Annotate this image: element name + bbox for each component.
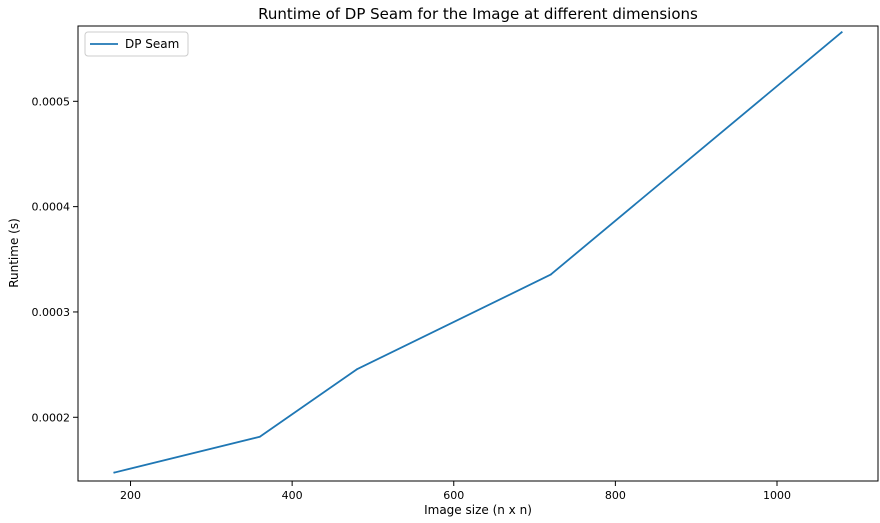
data-point [549,273,552,276]
y-axis: 0.0002 0.0003 0.0004 0.0005 [32,95,78,424]
x-axis-label: Image size (n x n) [424,503,532,517]
legend-label-dp-seam: DP Seam [125,37,179,51]
legend-box [84,31,189,57]
data-point [355,368,358,371]
chart-title: Runtime of DP Seam for the Image at diff… [258,5,698,23]
x-tick-label: 1000 [763,489,791,502]
x-tick-label: 800 [605,489,626,502]
data-point [258,435,261,438]
y-tick-label: 0.0003 [32,306,71,319]
y-tick-label: 0.0002 [32,411,71,424]
series-line-dp-seam [113,31,843,474]
x-axis: 200 400 600 800 1000 [120,481,791,502]
series-layer [113,31,843,474]
x-tick-label: 200 [120,489,141,502]
x-tick-label: 600 [443,489,464,502]
y-tick-label: 0.0005 [32,95,71,108]
x-tick-label: 400 [282,489,303,502]
plot-area-frame [77,25,879,482]
y-tick-label: 0.0004 [32,201,71,214]
legend: DP Seam [84,31,189,57]
data-point [113,471,116,474]
data-point [840,31,843,34]
y-axis-label: Runtime (s) [7,218,21,288]
